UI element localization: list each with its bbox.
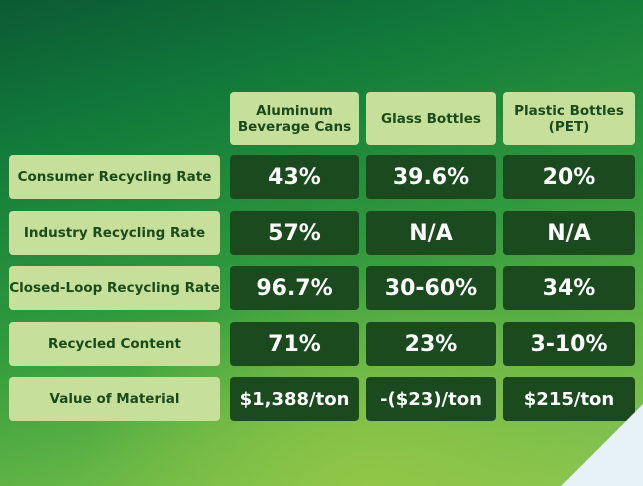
column-header-glass: Glass Bottles (366, 92, 496, 145)
column-header-line: Glass Bottles (381, 110, 481, 127)
table-cell: 43% (230, 155, 359, 199)
table-cell: 23% (366, 322, 496, 366)
row-label-industry-recycling-rate: Industry Recycling Rate (9, 211, 220, 255)
table-cell: 96.7% (230, 266, 359, 310)
table-cell: 71% (230, 322, 359, 366)
column-header-line: Beverage Cans (237, 118, 352, 135)
row-label-closed-loop-recycling-rate: Closed-Loop Recycling Rate (9, 266, 220, 310)
row-label-consumer-recycling-rate: Consumer Recycling Rate (9, 155, 220, 199)
table-cell: $215/ton (503, 377, 635, 421)
table-cell: 34% (503, 266, 635, 310)
column-header-line: Plastic Bottles (514, 102, 624, 119)
table-cell: 39.6% (366, 155, 496, 199)
row-label-value-of-material: Value of Material (9, 377, 220, 421)
table-cell: 30-60% (366, 266, 496, 310)
row-label-recycled-content: Recycled Content (9, 322, 220, 366)
table-cell: 20% (503, 155, 635, 199)
table-cell: -($23)/ton (366, 377, 496, 421)
column-header-aluminum: Aluminum Beverage Cans (230, 92, 359, 145)
column-header-plastic: Plastic Bottles (PET) (503, 92, 635, 145)
table-cell: N/A (503, 211, 635, 255)
column-header-line: Aluminum (256, 102, 333, 119)
column-header-line: (PET) (548, 118, 590, 135)
table-cell: N/A (366, 211, 496, 255)
table-cell: 3-10% (503, 322, 635, 366)
table-cell: 57% (230, 211, 359, 255)
table-cell: $1,388/ton (230, 377, 359, 421)
